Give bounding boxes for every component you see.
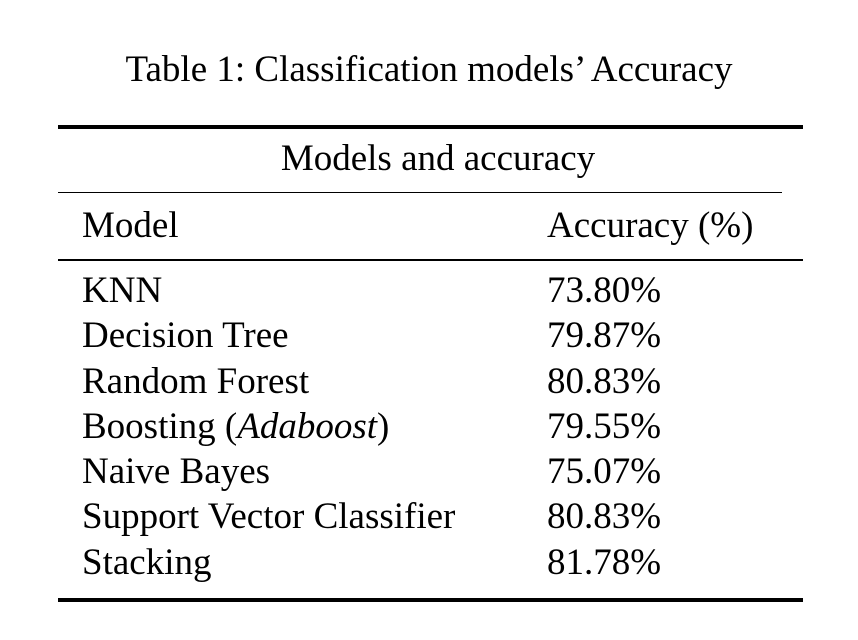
accuracy-cell: 79.87% xyxy=(547,315,662,357)
table-group-rule xyxy=(58,192,782,193)
model-cell: Stacking xyxy=(82,541,212,583)
accuracy-cell: 81.78% xyxy=(547,541,662,583)
model-cell: Random Forest xyxy=(82,360,310,402)
accuracy-cell: 73.80% xyxy=(547,270,662,311)
model-cell: Support Vector Classifier xyxy=(82,496,456,538)
table-top-rule xyxy=(58,125,803,129)
table-header-rule xyxy=(58,259,803,261)
table-bottom-rule xyxy=(58,598,803,602)
accuracy-cell: 80.83% xyxy=(547,360,662,402)
column-header-accuracy: Accuracy (%) xyxy=(547,205,754,246)
model-cell: Decision Tree xyxy=(82,315,289,357)
table-row: Boosting (Adaboost) 79.55% xyxy=(0,404,858,449)
model-cell: Naive Bayes xyxy=(82,451,271,493)
table-row: Decision Tree 79.87% xyxy=(0,313,858,358)
model-cell: Boosting (Adaboost) xyxy=(82,405,390,447)
model-cell: KNN xyxy=(82,270,163,311)
model-cell-italic: Adaboost xyxy=(237,405,377,447)
table-caption: Table 1: Classification models’ Accuracy xyxy=(125,49,733,90)
table-row: Naive Bayes 75.07% xyxy=(0,449,858,494)
table-row: Support Vector Classifier 80.83% xyxy=(0,494,858,539)
column-header-model: Model xyxy=(82,205,179,246)
table-row: Random Forest 80.83% xyxy=(0,359,858,404)
table-row: Stacking 81.78% xyxy=(0,540,858,585)
accuracy-cell: 80.83% xyxy=(547,496,662,538)
accuracy-cell: 75.07% xyxy=(547,451,662,493)
table-body: KNN 73.80% Decision Tree 79.87% Random F… xyxy=(0,268,858,585)
table-group-header: Models and accuracy xyxy=(280,138,596,179)
accuracy-cell: 79.55% xyxy=(547,405,662,447)
table-row: KNN 73.80% xyxy=(0,268,858,313)
